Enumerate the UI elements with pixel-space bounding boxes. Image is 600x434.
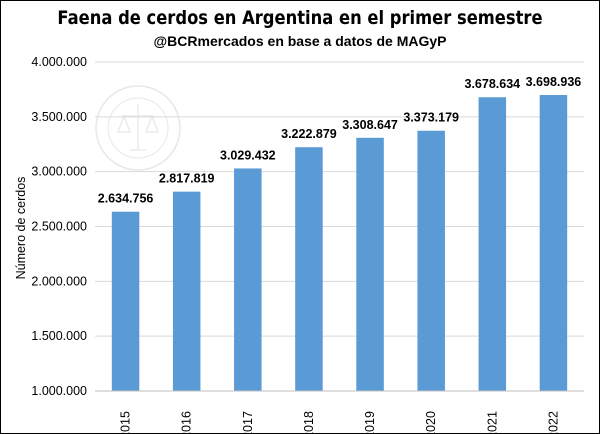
bar [172,191,201,391]
bar [539,95,568,391]
x-tick-label: 2022 [546,411,560,434]
data-label: 2.817.819 [159,172,215,186]
bars [111,95,568,392]
x-tick-label: 2016 [180,411,194,434]
data-labels: 2.634.756 2.817.819 3.029.432 3.222.879 3.30… [98,75,582,206]
x-tick-labels: 2015 2016 2017 2018 2019 2020 2021 2022 [119,411,561,434]
x-tick-label: 2018 [302,411,316,434]
bar [234,168,262,391]
chart-subtitle: @BCRmercados en base a datos de MAGyP [153,33,447,49]
bar [478,97,507,392]
y-tick-label: 2.000.000 [31,274,87,288]
bar [111,211,140,391]
bar [356,137,384,391]
data-label: 3.678.634 [465,77,521,91]
data-label: 3.308.647 [342,118,398,132]
y-tick-label: 1.000.000 [31,384,87,398]
x-tick-label: 2021 [485,411,499,434]
bar [417,130,445,391]
x-tick-label: 2017 [241,411,255,434]
gridlines [95,61,584,337]
y-tick-labels: 1.000.000 1.500.000 2.000.000 2.500.000 3.00… [31,55,87,398]
data-label: 3.373.179 [403,111,459,125]
y-tick-label: 3.000.000 [31,165,87,179]
x-tick-label: 2019 [363,411,377,434]
data-label: 3.029.432 [220,148,276,162]
data-label: 3.698.936 [526,75,582,89]
data-label: 3.222.879 [281,127,337,141]
y-tick-label: 1.500.000 [31,329,87,343]
bar [295,147,323,391]
y-tick-label: 2.500.000 [31,220,87,234]
x-tick-label: 2020 [424,411,438,434]
y-tick-label: 4.000.000 [31,55,87,69]
watermark-seal [95,85,181,171]
x-tick-label: 2015 [119,411,133,434]
y-tick-label: 3.500.000 [31,110,87,124]
y-axis-label: Número de cerdos [14,177,28,280]
chart-title: Faena de cerdos en Argentina en el prime… [57,7,543,29]
data-label: 2.634.756 [98,192,154,206]
